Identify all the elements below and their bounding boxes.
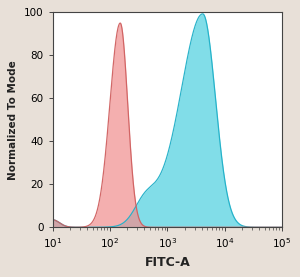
X-axis label: FITC-A: FITC-A — [144, 256, 190, 269]
Y-axis label: Normalized To Mode: Normalized To Mode — [8, 60, 18, 180]
